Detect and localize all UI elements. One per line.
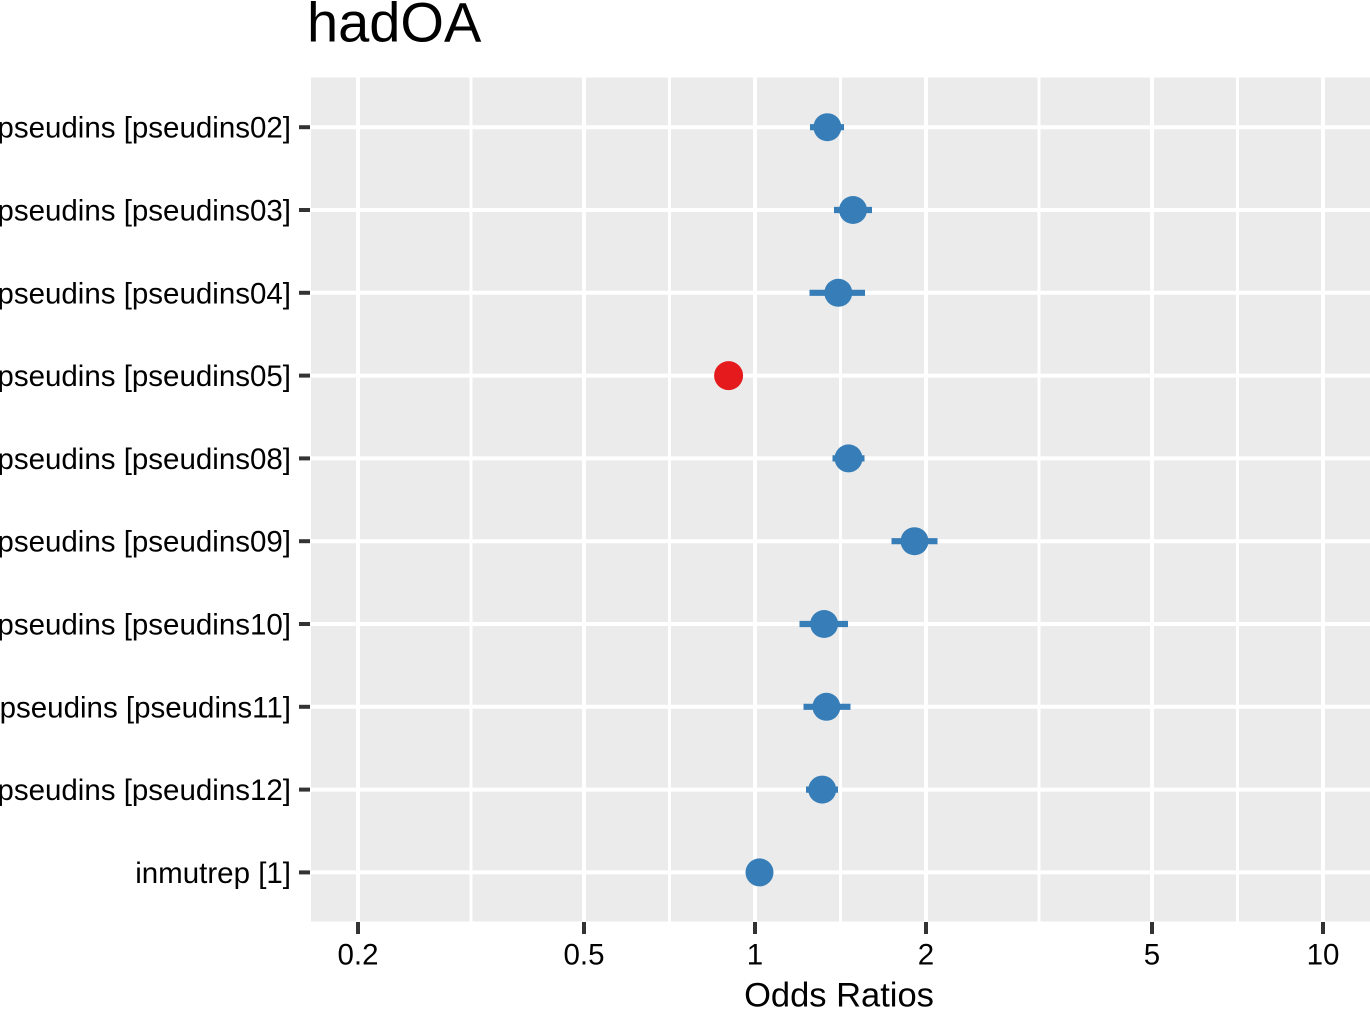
svg-text:0.5: 0.5 bbox=[563, 939, 604, 972]
svg-text:pseudins [pseudins09]: pseudins [pseudins09] bbox=[0, 526, 291, 559]
svg-text:5: 5 bbox=[1144, 939, 1160, 972]
svg-text:2: 2 bbox=[918, 939, 934, 972]
svg-text:pseudins [pseudins02]: pseudins [pseudins02] bbox=[0, 112, 291, 145]
svg-text:hadOA: hadOA bbox=[307, 0, 482, 54]
svg-text:0.2: 0.2 bbox=[337, 939, 378, 972]
svg-text:pseudins [pseudins12]: pseudins [pseudins12] bbox=[0, 774, 291, 807]
svg-text:pseudins [pseudins11]: pseudins [pseudins11] bbox=[0, 691, 291, 724]
svg-text:inmutrep [1]: inmutrep [1] bbox=[135, 857, 291, 890]
svg-text:pseudins [pseudins08]: pseudins [pseudins08] bbox=[0, 443, 291, 476]
svg-text:pseudins [pseudins04]: pseudins [pseudins04] bbox=[0, 277, 291, 310]
svg-text:Odds Ratios: Odds Ratios bbox=[744, 977, 934, 1009]
svg-text:pseudins [pseudins10]: pseudins [pseudins10] bbox=[0, 609, 291, 642]
svg-text:pseudins [pseudins03]: pseudins [pseudins03] bbox=[0, 195, 291, 228]
svg-text:1: 1 bbox=[747, 939, 763, 972]
svg-text:pseudins [pseudins05]: pseudins [pseudins05] bbox=[0, 360, 291, 393]
svg-text:10: 10 bbox=[1307, 939, 1340, 972]
